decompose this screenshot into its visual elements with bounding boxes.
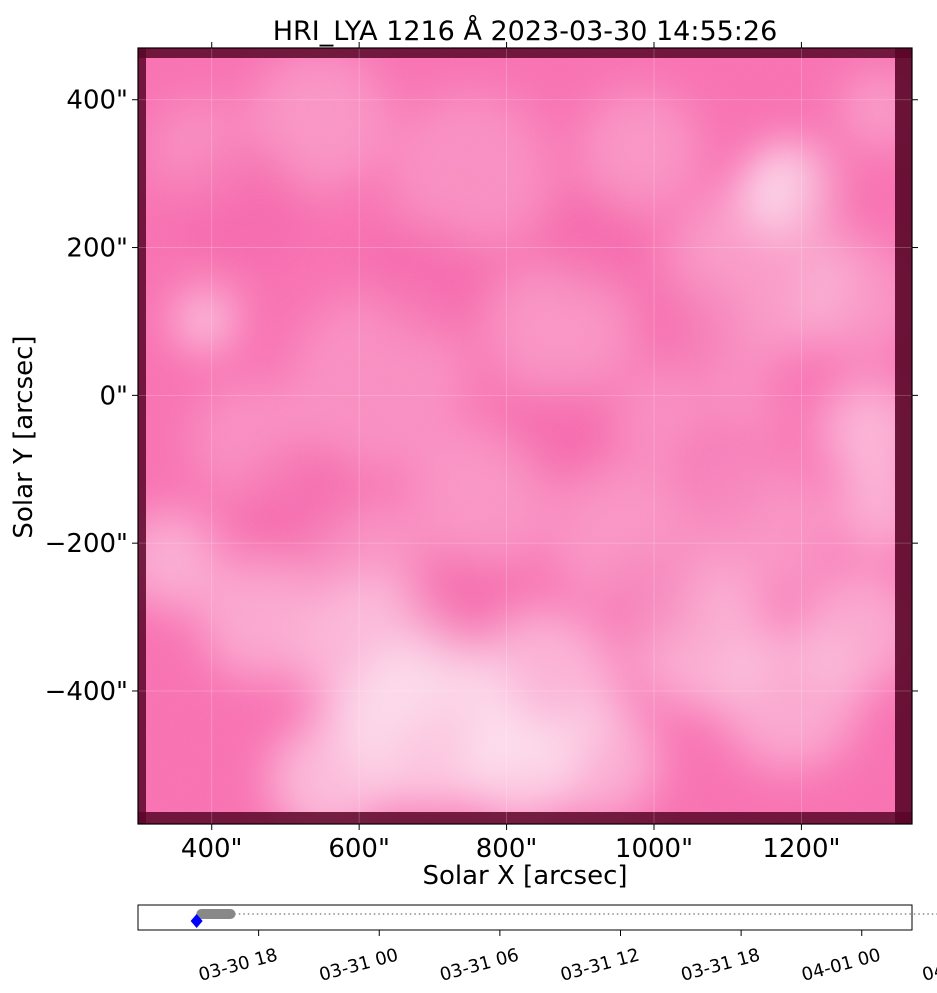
timeline-current-marker	[190, 914, 203, 928]
x-tick-label: 1000"	[615, 834, 693, 864]
y-tick-label: 200"	[66, 234, 128, 264]
timeline-tick-label: 03-31 12	[558, 945, 642, 986]
x-tick-label: 800"	[476, 834, 538, 864]
timeline-tick-label: 03-31 06	[438, 945, 522, 986]
x-tick-label: 1200"	[762, 834, 840, 864]
y-tick-label: −400"	[45, 677, 128, 707]
y-tick-label: 0"	[99, 381, 128, 411]
timeline-frame	[137, 904, 913, 931]
solar-image	[138, 48, 912, 824]
plot-frame	[137, 47, 913, 825]
x-tick-label: 400"	[181, 834, 243, 864]
plot-title: HRI_LYA 1216 Å 2023-03-30 14:55:26	[273, 15, 778, 47]
y-tick-label: 400"	[66, 86, 128, 116]
x-axis-label: Solar X [arcsec]	[422, 861, 627, 891]
timeline-tick-label: 03-30 18	[196, 945, 280, 986]
timeline-tick-label: 04-01 00	[799, 945, 883, 986]
timeline-tick-label: 03-31 00	[317, 945, 401, 986]
y-axis-label: Solar Y [arcsec]	[9, 335, 39, 538]
x-tick-label: 600"	[328, 834, 390, 864]
x-axis: 400" 600" 800" 1000" 1200"	[181, 42, 840, 864]
timeline-tick-label: 03-31 18	[679, 945, 763, 986]
timeline-observation-cluster	[196, 909, 236, 919]
y-axis: 400" 200" 0" −200" −400"	[45, 86, 918, 707]
y-tick-label: −200"	[45, 529, 128, 559]
timeline-tick-label: 04-01 06	[920, 945, 937, 986]
